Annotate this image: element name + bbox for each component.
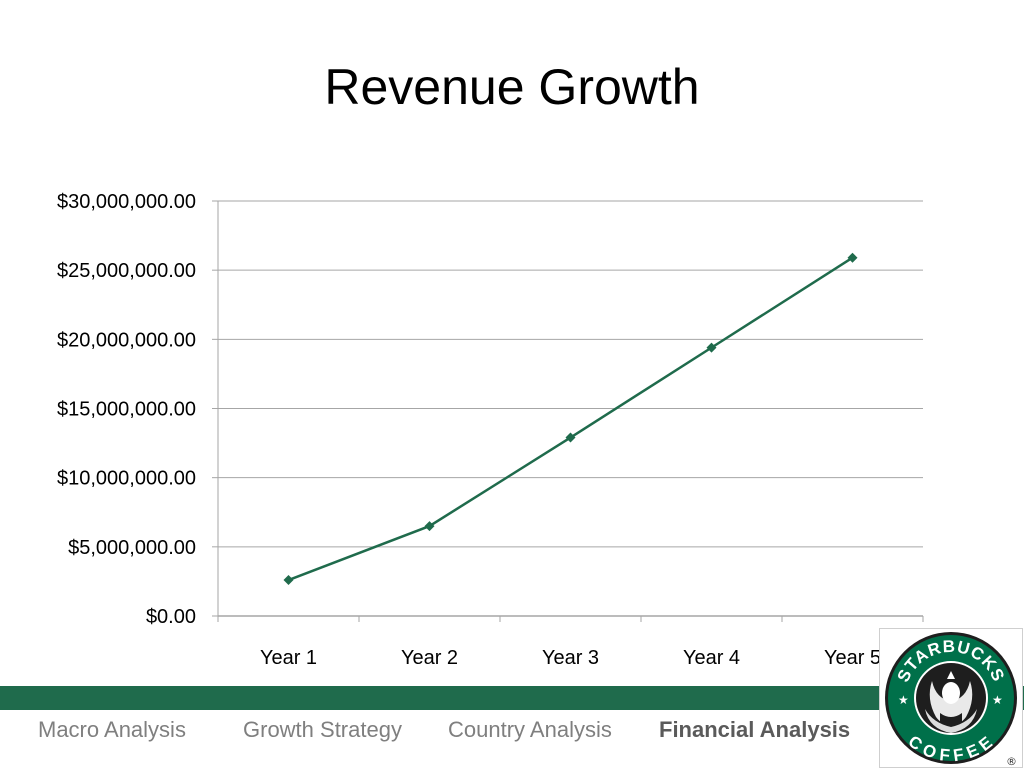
series-line <box>288 256 854 582</box>
x-tick-label: Year 3 <box>542 647 599 669</box>
registered-mark: ® <box>1006 755 1017 767</box>
data-point <box>847 252 858 263</box>
footer-band <box>0 686 1024 710</box>
y-tick-label: $20,000,000.00 <box>57 329 196 351</box>
y-tick-label: $5,000,000.00 <box>68 537 196 559</box>
revenue-line-chart: $0.00 $5,000,000.00 $10,000,000.00 $15,000,… <box>57 191 924 669</box>
y-tick-label: $30,000,000.00 <box>57 191 196 213</box>
data-point <box>283 575 294 586</box>
y-tick-label: $0.00 <box>146 606 196 628</box>
x-tick-label: Year 4 <box>683 647 740 669</box>
x-tick-label: Year 5 <box>824 647 881 669</box>
slide-title: Revenue Growth <box>324 59 700 115</box>
data-point <box>424 521 435 532</box>
x-tick-label: Year 1 <box>260 647 317 669</box>
nav-item-macro-analysis[interactable]: Macro Analysis <box>38 717 186 742</box>
y-tick-label: $10,000,000.00 <box>57 468 196 490</box>
data-point <box>706 342 717 353</box>
x-tick-label: Year 2 <box>401 647 458 669</box>
nav-item-growth-strategy[interactable]: Growth Strategy <box>243 717 402 742</box>
siren-logo-icon: STARBUCKS COFFEE ★ ★ ® <box>885 632 1017 768</box>
data-point <box>565 432 576 443</box>
starbucks-logo: STARBUCKS COFFEE ★ ★ ® <box>879 628 1023 768</box>
star-icon: ★ <box>992 693 1003 707</box>
y-tick-label: $15,000,000.00 <box>57 399 196 421</box>
star-icon: ★ <box>898 693 909 707</box>
nav-item-financial-analysis[interactable]: Financial Analysis <box>659 717 851 742</box>
section-nav: Macro Analysis Growth Strategy Country A… <box>0 715 880 745</box>
y-tick-label: $25,000,000.00 <box>57 260 196 282</box>
nav-item-country-analysis[interactable]: Country Analysis <box>448 717 612 742</box>
